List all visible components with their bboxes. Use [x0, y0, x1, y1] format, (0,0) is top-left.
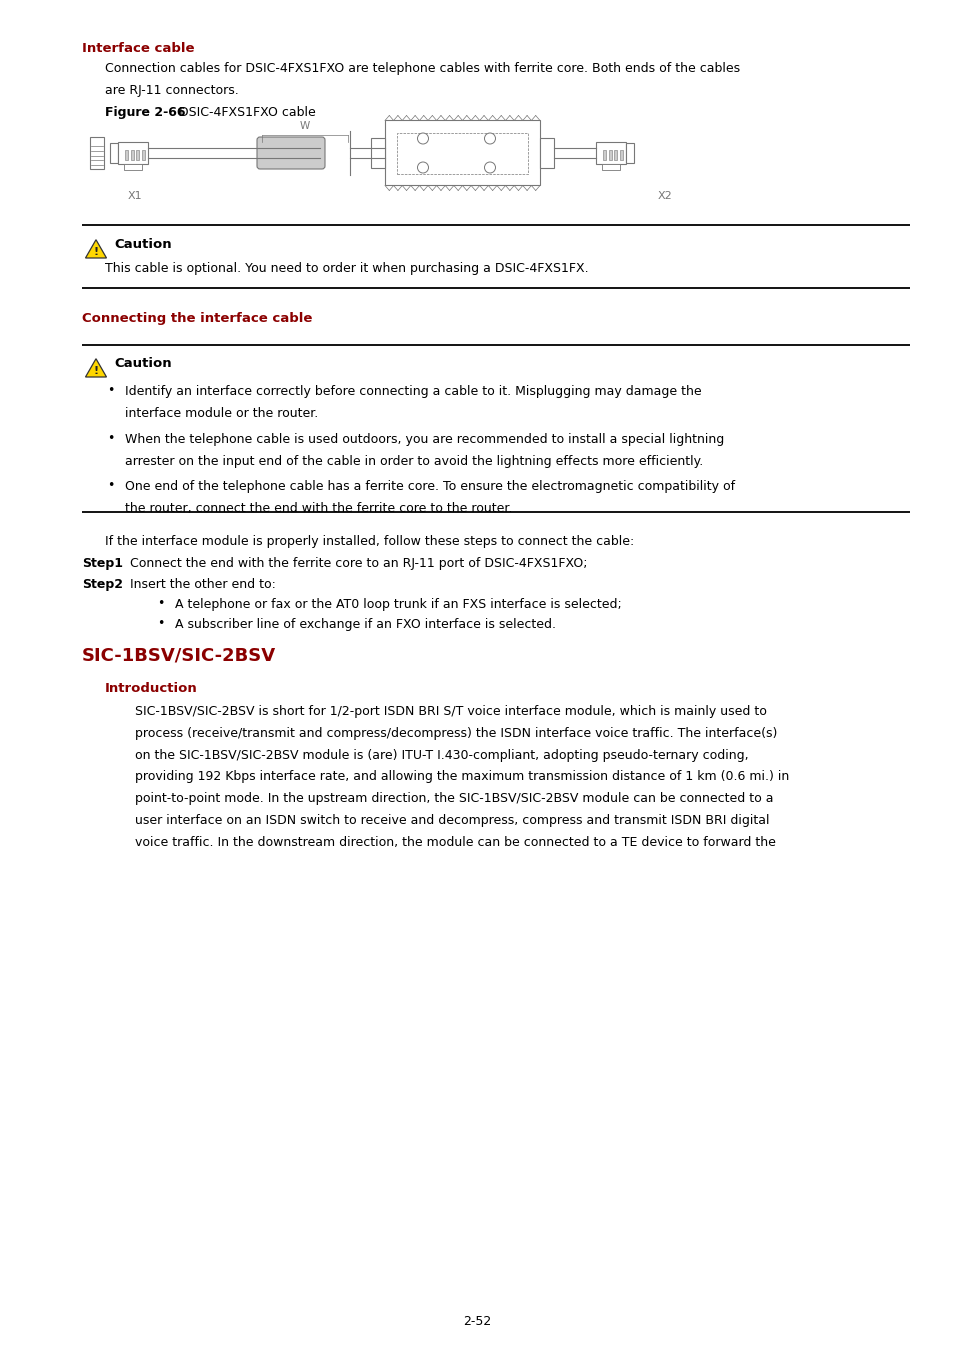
- Text: user interface on an ISDN switch to receive and decompress, compress and transmi: user interface on an ISDN switch to rece…: [135, 814, 769, 828]
- Bar: [136, 150, 139, 161]
- Text: providing 192 Kbps interface rate, and allowing the maximum transmission distanc: providing 192 Kbps interface rate, and a…: [135, 771, 788, 783]
- Text: are RJ-11 connectors.: are RJ-11 connectors.: [105, 84, 238, 97]
- Text: on the SIC-1BSV/SIC-2BSV module is (are) ITU-T I.430-compliant, adopting pseudo-: on the SIC-1BSV/SIC-2BSV module is (are)…: [135, 749, 748, 761]
- Text: Step1: Step1: [82, 558, 123, 570]
- Bar: [141, 150, 144, 161]
- Polygon shape: [86, 359, 107, 377]
- Text: SIC-1BSV/SIC-2BSV: SIC-1BSV/SIC-2BSV: [82, 647, 275, 664]
- Bar: [614, 150, 617, 161]
- Text: Insert the other end to:: Insert the other end to:: [130, 578, 275, 591]
- Text: point-to-point mode. In the upstream direction, the SIC-1BSV/SIC-2BSV module can: point-to-point mode. In the upstream dir…: [135, 792, 773, 805]
- Text: Introduction: Introduction: [105, 682, 197, 695]
- Text: A subscriber line of exchange if an FXO interface is selected.: A subscriber line of exchange if an FXO …: [174, 618, 556, 630]
- Text: DSIC-4FXS1FXO cable: DSIC-4FXS1FXO cable: [174, 107, 315, 119]
- Text: !: !: [93, 247, 98, 256]
- Text: Figure 2-66: Figure 2-66: [105, 107, 185, 119]
- Bar: [539, 138, 554, 167]
- Bar: [118, 142, 148, 163]
- Bar: [608, 150, 611, 161]
- Bar: [601, 163, 619, 170]
- Text: •: •: [107, 432, 114, 446]
- Text: If the interface module is properly installed, follow these steps to connect the: If the interface module is properly inst…: [105, 535, 634, 548]
- Text: When the telephone cable is used outdoors, you are recommended to install a spec: When the telephone cable is used outdoor…: [125, 433, 723, 446]
- Circle shape: [417, 134, 428, 144]
- Text: !: !: [93, 366, 98, 377]
- Bar: [125, 150, 128, 161]
- Polygon shape: [86, 240, 107, 258]
- Bar: [396, 132, 527, 174]
- Text: •: •: [107, 383, 114, 397]
- Bar: [385, 120, 539, 185]
- Circle shape: [484, 134, 495, 144]
- Text: SIC-1BSV/SIC-2BSV is short for 1/2-port ISDN BRI S/T voice interface module, whi: SIC-1BSV/SIC-2BSV is short for 1/2-port …: [135, 705, 766, 718]
- Text: Connect the end with the ferrite core to an RJ-11 port of DSIC-4FXS1FXO;: Connect the end with the ferrite core to…: [130, 558, 587, 570]
- Text: This cable is optional. You need to order it when purchasing a DSIC-4FXS1FX.: This cable is optional. You need to orde…: [105, 262, 588, 275]
- Bar: [625, 143, 634, 163]
- Circle shape: [417, 162, 428, 173]
- Text: X1: X1: [128, 190, 142, 201]
- Text: process (receive/transmit and compress/decompress) the ISDN interface voice traf: process (receive/transmit and compress/d…: [135, 726, 777, 740]
- Bar: [124, 163, 142, 170]
- Bar: [110, 143, 118, 163]
- Text: Identify an interface correctly before connecting a cable to it. Misplugging may: Identify an interface correctly before c…: [125, 385, 700, 398]
- Text: 2-52: 2-52: [462, 1315, 491, 1328]
- Text: arrester on the input end of the cable in order to avoid the lightning effects m: arrester on the input end of the cable i…: [125, 455, 702, 468]
- Text: Connection cables for DSIC-4FXS1FXO are telephone cables with ferrite core. Both: Connection cables for DSIC-4FXS1FXO are …: [105, 62, 740, 76]
- Text: Step2: Step2: [82, 578, 123, 591]
- FancyBboxPatch shape: [256, 136, 325, 169]
- Circle shape: [484, 162, 495, 173]
- Text: A telephone or fax or the AT0 loop trunk if an FXS interface is selected;: A telephone or fax or the AT0 loop trunk…: [174, 598, 621, 612]
- Bar: [602, 150, 605, 161]
- Text: •: •: [157, 617, 164, 630]
- Text: •: •: [107, 479, 114, 491]
- Text: interface module or the router.: interface module or the router.: [125, 406, 318, 420]
- Bar: [371, 138, 385, 167]
- Text: W: W: [299, 122, 310, 131]
- Text: Interface cable: Interface cable: [82, 42, 194, 55]
- Text: Caution: Caution: [113, 356, 172, 370]
- Text: voice traffic. In the downstream direction, the module can be connected to a TE : voice traffic. In the downstream directi…: [135, 836, 775, 849]
- Bar: [90, 136, 104, 169]
- Text: Caution: Caution: [113, 238, 172, 251]
- Text: •: •: [157, 597, 164, 610]
- Text: the router, connect the end with the ferrite core to the router.: the router, connect the end with the fer…: [125, 502, 512, 514]
- Text: Connecting the interface cable: Connecting the interface cable: [82, 312, 312, 325]
- Text: One end of the telephone cable has a ferrite core. To ensure the electromagnetic: One end of the telephone cable has a fer…: [125, 481, 735, 493]
- Bar: [618, 150, 622, 161]
- Text: X2: X2: [657, 190, 672, 201]
- Bar: [131, 150, 133, 161]
- Bar: [596, 142, 625, 163]
